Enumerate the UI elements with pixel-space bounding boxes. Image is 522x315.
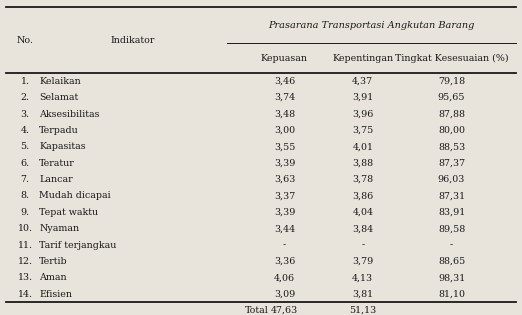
- Text: 14.: 14.: [18, 290, 32, 299]
- Text: 3,46: 3,46: [274, 77, 295, 86]
- Text: Kepuasan: Kepuasan: [261, 54, 308, 63]
- Text: 95,65: 95,65: [438, 93, 465, 102]
- Text: 3,96: 3,96: [352, 110, 373, 118]
- Text: 10.: 10.: [18, 224, 32, 233]
- Text: 88,65: 88,65: [438, 257, 465, 266]
- Text: Total: Total: [245, 306, 269, 315]
- Text: 4,01: 4,01: [352, 142, 373, 151]
- Text: 3,48: 3,48: [274, 110, 295, 118]
- Text: 5.: 5.: [20, 142, 30, 151]
- Text: 3,44: 3,44: [274, 224, 295, 233]
- Text: 3,36: 3,36: [274, 257, 295, 266]
- Text: 80,00: 80,00: [438, 126, 465, 135]
- Text: 87,31: 87,31: [438, 192, 465, 200]
- Text: Aksesibilitas: Aksesibilitas: [39, 110, 100, 118]
- Text: 3,79: 3,79: [352, 257, 373, 266]
- Text: Aman: Aman: [39, 273, 67, 282]
- Text: 3,86: 3,86: [352, 192, 373, 200]
- Text: 3,39: 3,39: [274, 208, 295, 217]
- Text: -: -: [283, 241, 286, 249]
- Text: 79,18: 79,18: [438, 77, 465, 86]
- Text: 3,91: 3,91: [352, 93, 373, 102]
- Text: 3,09: 3,09: [274, 290, 295, 299]
- Text: 9.: 9.: [20, 208, 30, 217]
- Text: -: -: [450, 241, 453, 249]
- Text: 98,31: 98,31: [438, 273, 465, 282]
- Text: Prasarana Transportasi Angkutan Barang: Prasarana Transportasi Angkutan Barang: [268, 20, 474, 30]
- Text: 3.: 3.: [20, 110, 30, 118]
- Text: Tingkat Kesesuaian (%): Tingkat Kesesuaian (%): [395, 54, 508, 63]
- Text: Lancar: Lancar: [39, 175, 73, 184]
- Text: 87,88: 87,88: [438, 110, 465, 118]
- Text: 3,63: 3,63: [274, 175, 295, 184]
- Text: 3,37: 3,37: [274, 192, 295, 200]
- Text: Indikator: Indikator: [111, 36, 156, 44]
- Text: 89,58: 89,58: [438, 224, 465, 233]
- Text: 3,55: 3,55: [274, 142, 295, 151]
- Text: Kepentingan: Kepentingan: [332, 54, 394, 63]
- Text: 3,81: 3,81: [352, 290, 373, 299]
- Text: 3,74: 3,74: [274, 93, 295, 102]
- Text: 3,00: 3,00: [274, 126, 295, 135]
- Text: 3,75: 3,75: [352, 126, 373, 135]
- Text: Efisien: Efisien: [39, 290, 72, 299]
- Text: 4,13: 4,13: [352, 273, 373, 282]
- Text: 4,04: 4,04: [352, 208, 373, 217]
- Text: Kapasitas: Kapasitas: [39, 142, 86, 151]
- Text: Tarif terjangkau: Tarif terjangkau: [39, 241, 116, 249]
- Text: 96,03: 96,03: [438, 175, 465, 184]
- Text: 4,37: 4,37: [352, 77, 373, 86]
- Text: Selamat: Selamat: [39, 93, 78, 102]
- Text: 51,13: 51,13: [349, 306, 376, 315]
- Text: 3,78: 3,78: [352, 175, 373, 184]
- Text: Teratur: Teratur: [39, 159, 75, 168]
- Text: -: -: [361, 241, 364, 249]
- Text: 6.: 6.: [20, 159, 30, 168]
- Text: Tertib: Tertib: [39, 257, 68, 266]
- Text: Nyaman: Nyaman: [39, 224, 79, 233]
- Text: 88,53: 88,53: [438, 142, 465, 151]
- Text: 81,10: 81,10: [438, 290, 465, 299]
- Text: 4.: 4.: [20, 126, 30, 135]
- Text: 3,39: 3,39: [274, 159, 295, 168]
- Text: 47,63: 47,63: [271, 306, 298, 315]
- Text: 3,84: 3,84: [352, 224, 373, 233]
- Text: 2.: 2.: [20, 93, 30, 102]
- Text: No.: No.: [17, 36, 33, 44]
- Text: Terpadu: Terpadu: [39, 126, 79, 135]
- Text: 7.: 7.: [20, 175, 30, 184]
- Text: 83,91: 83,91: [438, 208, 465, 217]
- Text: Kelaikan: Kelaikan: [39, 77, 81, 86]
- Text: 13.: 13.: [18, 273, 32, 282]
- Text: Tepat waktu: Tepat waktu: [39, 208, 98, 217]
- Text: 8.: 8.: [20, 192, 30, 200]
- Text: Mudah dicapai: Mudah dicapai: [39, 192, 111, 200]
- Text: 4,06: 4,06: [274, 273, 295, 282]
- Text: 11.: 11.: [18, 241, 32, 249]
- Text: 3,88: 3,88: [352, 159, 373, 168]
- Text: 87,37: 87,37: [438, 159, 465, 168]
- Text: 12.: 12.: [18, 257, 32, 266]
- Text: 1.: 1.: [20, 77, 30, 86]
